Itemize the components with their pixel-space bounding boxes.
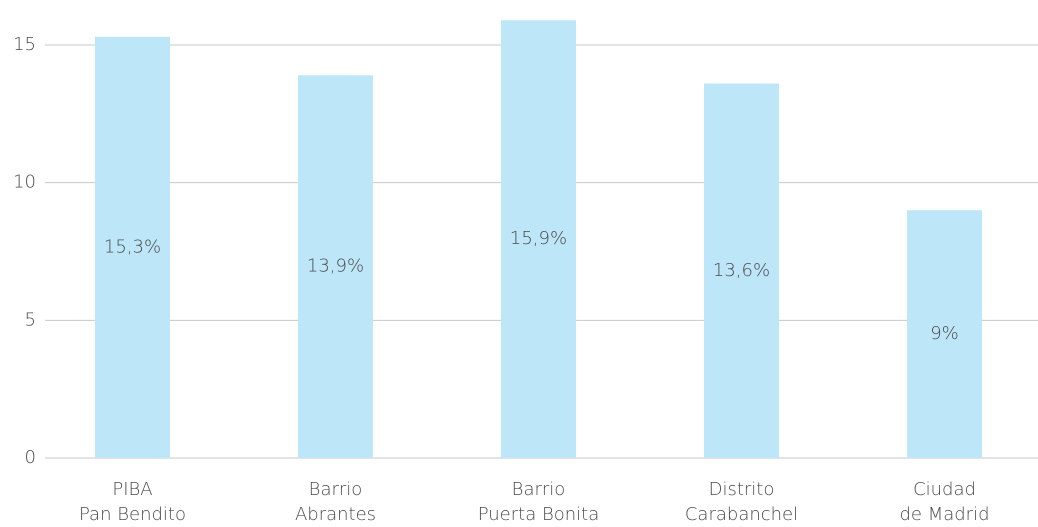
bar bbox=[501, 20, 576, 458]
x-tick-label: Barrio bbox=[512, 479, 566, 500]
x-tick-label: Puerta Bonita bbox=[478, 504, 600, 525]
value-label: 13,9% bbox=[307, 256, 364, 277]
value-label: 9% bbox=[930, 323, 959, 344]
y-tick-label: 10 bbox=[13, 172, 36, 193]
x-tick-label: Carabanchel bbox=[685, 504, 798, 525]
x-tick-label: Ciudad bbox=[913, 479, 976, 500]
y-tick-label: 15 bbox=[13, 34, 36, 55]
x-tick-label: PIBA bbox=[112, 479, 152, 500]
x-tick-label: Distrito bbox=[709, 479, 775, 500]
x-tick-label: Pan Bendito bbox=[79, 504, 186, 525]
bar bbox=[298, 75, 373, 458]
value-label: 13,6% bbox=[713, 260, 770, 281]
x-tick-label: Abrantes bbox=[295, 504, 376, 525]
bar bbox=[95, 36, 170, 459]
x-tick-label: de Madrid bbox=[899, 504, 989, 525]
x-tick-label: Barrio bbox=[309, 479, 363, 500]
bar bbox=[907, 210, 982, 458]
value-label: 15,9% bbox=[510, 228, 567, 249]
y-tick-label: 5 bbox=[25, 309, 36, 330]
bar bbox=[704, 83, 779, 459]
value-label: 15,3% bbox=[104, 236, 161, 257]
y-tick-label: 0 bbox=[25, 447, 36, 468]
